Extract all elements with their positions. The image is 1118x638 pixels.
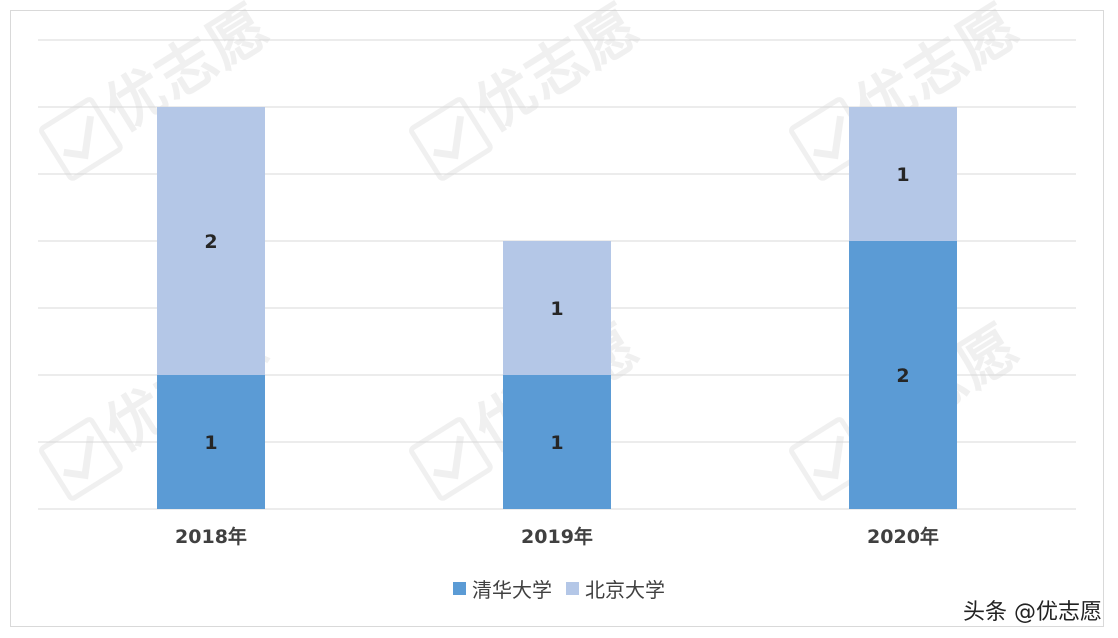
legend-swatch <box>453 582 466 595</box>
bar-segment <box>503 375 611 509</box>
data-label: 1 <box>550 432 563 454</box>
legend-swatch <box>566 582 579 595</box>
bar-segment <box>157 375 265 509</box>
data-label: 2 <box>896 365 909 387</box>
x-tick-label: 2020年 <box>867 525 939 548</box>
bar-segment <box>503 241 611 375</box>
legend-item: 清华大学 <box>453 574 552 603</box>
bars <box>157 107 957 509</box>
bar-segment <box>849 241 957 509</box>
data-label: 1 <box>204 432 217 454</box>
bar-segment <box>157 107 265 375</box>
data-label: 2 <box>204 231 217 253</box>
x-tick-label: 2018年 <box>175 525 247 548</box>
bar-labels: 1 2 1 1 2 1 <box>204 164 909 454</box>
legend-label: 北京大学 <box>585 578 665 602</box>
data-label: 1 <box>550 298 563 320</box>
source-label: 头条 @优志愿 <box>963 600 1102 625</box>
bar-segment <box>849 107 957 241</box>
legend-label: 清华大学 <box>472 578 552 602</box>
legend: 清华大学 北京大学 <box>0 574 1118 603</box>
legend-item: 北京大学 <box>566 574 665 603</box>
x-tick-label: 2019年 <box>521 525 593 548</box>
x-axis-tick-labels: 2018年 2019年 2020年 <box>175 525 939 548</box>
data-label: 1 <box>896 164 909 186</box>
